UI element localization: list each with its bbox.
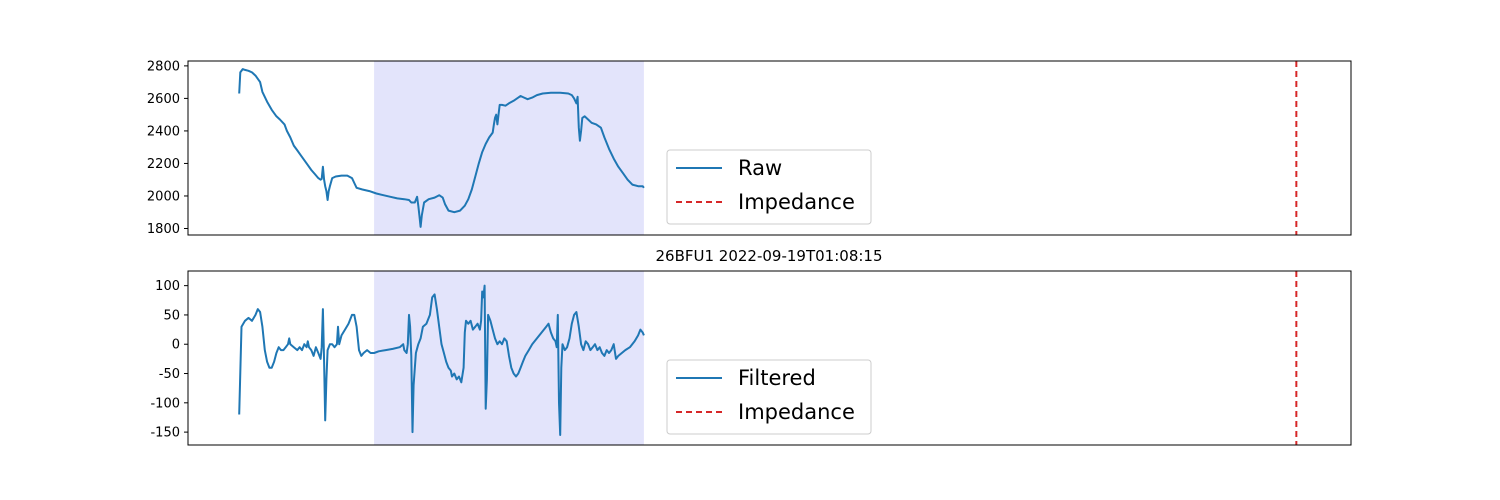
y-tick-label: 1800 <box>147 222 180 237</box>
y-tick-label: 2400 <box>147 124 180 139</box>
raw-signal-line <box>238 68 645 228</box>
raw-y-ticks: 1800 2000 2200 2400 2600 2800 <box>147 59 188 237</box>
filtered-panel: -150 -100 -50 0 50 100 Filtered Impedance <box>150 270 1352 446</box>
y-tick-label: 2800 <box>147 59 180 74</box>
y-tick-label: 2200 <box>147 157 180 172</box>
y-tick-label: 50 <box>163 308 180 323</box>
raw-shaded-region <box>374 61 644 235</box>
raw-panel: 1800 2000 2200 2400 2600 2800 Raw Impedance <box>147 59 1352 237</box>
chart-title: 26BFU1 2022-09-19T01:08:15 <box>656 247 883 265</box>
filtered-legend: Filtered Impedance <box>666 359 872 435</box>
y-tick-label: 2600 <box>147 92 180 107</box>
y-tick-label: -100 <box>150 396 180 411</box>
raw-legend-impedance-label: Impedance <box>738 190 855 214</box>
y-tick-label: 2000 <box>147 189 180 204</box>
filtered-y-ticks: -150 -100 -50 0 50 100 <box>150 279 188 441</box>
filtered-axes-frame <box>187 270 1352 446</box>
raw-legend: Raw Impedance <box>666 149 872 225</box>
y-tick-label: -50 <box>159 367 180 382</box>
y-tick-label: 0 <box>172 338 180 353</box>
y-tick-label: -150 <box>150 426 180 441</box>
filtered-legend-impedance-label: Impedance <box>738 400 855 424</box>
filtered-legend-label: Filtered <box>738 366 816 390</box>
raw-legend-label: Raw <box>738 156 782 180</box>
filtered-signal-line <box>238 284 645 436</box>
y-tick-label: 100 <box>155 279 180 294</box>
raw-axes-frame <box>187 60 1352 236</box>
